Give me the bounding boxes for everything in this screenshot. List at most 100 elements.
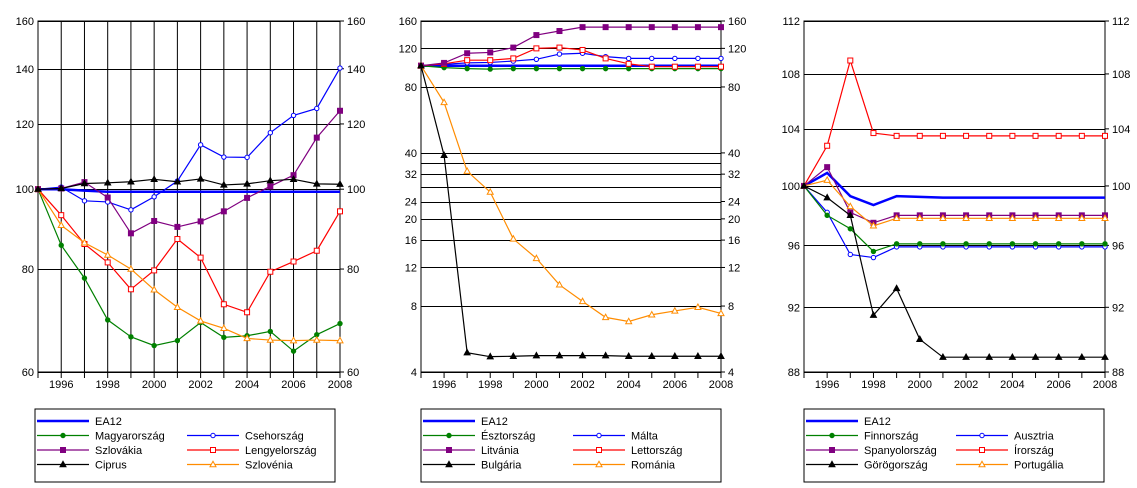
data-point-marker [266,176,275,184]
data-point-marker [510,65,517,72]
data-point-marker [579,24,586,31]
legend-label: EA12 [864,416,891,428]
data-point-marker [671,24,678,31]
data-point-marker [509,352,518,359]
y-tick-label-right: 20 [728,214,740,226]
data-point-marker [1101,214,1109,222]
data-point-marker [555,351,564,359]
series-line [803,179,1105,227]
data-point-marker [196,174,205,182]
chart-panel-2: 4 4 8 8 12 12 16 16 20 20 24 24 32 32 40 40 80 80 120 120 16… [399,16,746,483]
data-point-marker [314,105,320,112]
y-tick-label-right: 32 [728,169,740,181]
y-tick-label-right: 92 [1112,302,1124,314]
data-point-marker [337,65,343,71]
y-tick-label-left: 96 [788,240,800,252]
y-tick-label-left: 160 [399,16,417,28]
x-tick-label: 2000 [908,379,932,391]
data-point-marker [312,179,321,187]
series-line [420,65,721,358]
data-point-marker [336,179,344,187]
legend-label: Magyarország [95,431,165,443]
data-point-marker [578,297,587,305]
data-point-marker [197,218,204,225]
data-point-marker [173,303,182,310]
data-point-marker [624,352,633,359]
x-tick-label: 2008 [328,379,352,391]
data-point-marker [210,447,216,453]
data-point-marker [917,241,923,247]
data-point-marker [290,348,297,354]
data-point-marker [128,207,134,213]
data-point-marker [601,351,610,359]
data-point-marker [244,154,250,161]
data-point-marker [694,303,702,310]
data-point-marker [1077,352,1086,360]
y-tick-label-left: 120 [399,43,417,55]
data-point-marker [647,310,656,318]
data-point-marker [962,214,970,222]
series-Portugália [800,175,1109,229]
y-tick-label-right: 80 [728,82,740,94]
data-point-marker [509,234,518,242]
data-point-marker [939,214,947,222]
data-point-marker [197,254,204,261]
data-point-marker [847,57,854,64]
data-point-marker [464,65,470,72]
data-point-marker [847,226,854,232]
data-point-marker [532,254,541,262]
series-Ciprus [34,174,344,192]
y-tick-label-right: 16 [728,235,740,247]
data-point-marker [104,259,111,266]
data-point-marker [1009,241,1016,247]
data-point-marker [718,24,724,31]
plot-frame [37,20,341,373]
data-point-marker [151,267,158,274]
x-tick-label: 1996 [815,379,839,391]
data-point-marker [986,132,993,139]
data-point-marker [869,221,878,229]
data-point-marker [127,230,134,237]
data-point-marker [1009,132,1016,139]
x-tick-label: 2006 [663,379,687,391]
series-Románia [417,61,725,325]
x-tick-label: 1998 [478,379,502,391]
data-point-marker [290,112,297,119]
legend-box [420,408,722,483]
y-tick-label-left: 16 [405,235,417,247]
data-point-marker [81,198,88,204]
data-point-marker [173,177,182,185]
data-point-marker [487,66,493,72]
legend-label: Litvánia [481,445,520,457]
y-tick-label-right: 40 [728,148,740,160]
data-point-marker [289,175,298,183]
chart-panel-3: 88 88 92 92 96 96 100 100 104 104 108 108 112 112 1996… [782,16,1130,483]
data-point-marker [243,334,251,342]
data-point-marker [648,63,655,70]
data-point-marker [197,142,204,148]
series-Magyarország [35,186,343,354]
data-point-marker [846,211,855,219]
data-point-marker [103,250,112,258]
series-line [37,178,341,190]
legend-label: Görögország [864,460,928,472]
y-tick-label-left: 20 [405,214,417,226]
x-tick-label: 1998 [95,379,119,391]
legend-label: Észtország [481,430,535,443]
data-point-marker [103,178,112,186]
series-line [420,26,721,67]
series-EA12 [803,171,1105,207]
data-point-marker [823,193,832,201]
data-point-marker [1031,352,1040,360]
data-point-marker [1031,214,1040,222]
series-Írország [801,57,1108,189]
y-tick-label-right: 88 [1112,367,1124,379]
data-point-marker [440,151,448,159]
data-point-marker [978,460,986,468]
data-point-marker [1101,352,1109,360]
data-point-marker [151,194,157,200]
data-point-marker [800,181,808,189]
y-tick-label-left: 160 [16,16,34,28]
x-tick-label: 2002 [570,379,594,391]
series-line [37,188,341,342]
